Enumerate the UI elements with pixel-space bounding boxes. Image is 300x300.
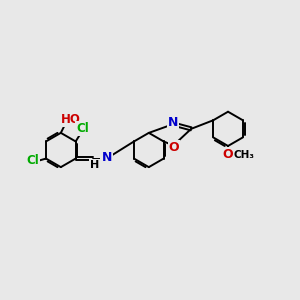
Text: H: H (90, 160, 99, 170)
Text: CH₃: CH₃ (233, 150, 254, 160)
Text: N: N (101, 151, 112, 164)
Text: O: O (169, 141, 179, 154)
Text: HO: HO (61, 112, 81, 126)
Text: O: O (223, 148, 233, 161)
Text: Cl: Cl (76, 122, 89, 135)
Text: N: N (168, 116, 178, 129)
Text: Cl: Cl (27, 154, 39, 167)
